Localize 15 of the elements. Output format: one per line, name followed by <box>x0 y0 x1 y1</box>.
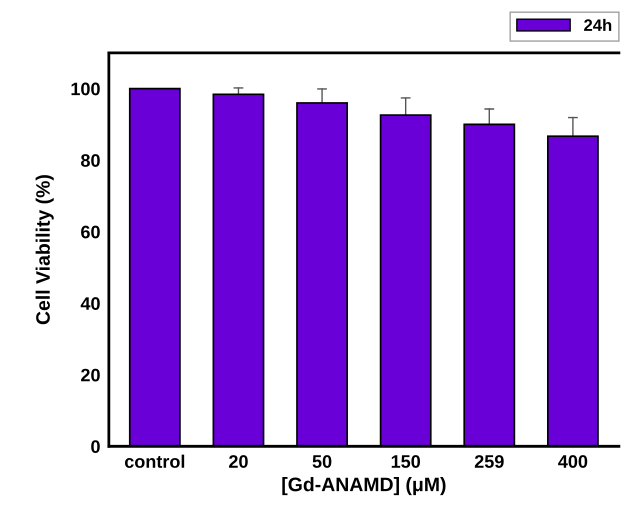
y-tick-label: 40 <box>80 297 100 310</box>
y-tick-label: 20 <box>81 368 100 382</box>
y-tick-label: 0 <box>91 440 100 454</box>
x-tick-label: 400 <box>558 455 588 468</box>
y-tick-label: 100 <box>72 82 100 96</box>
y-axis-title: Cell Viability (%) <box>36 175 54 324</box>
x-axis-title: [Gd-ANAMD] (μM) <box>282 477 446 496</box>
x-tick-label: 20 <box>229 455 248 468</box>
x-tick-label: 50 <box>312 455 332 468</box>
x-tick-label: 150 <box>392 455 420 468</box>
legend-label: 24h <box>584 18 612 31</box>
x-tick-label: control <box>124 454 184 468</box>
y-tick-label: 60 <box>81 226 100 238</box>
y-tick-label: 80 <box>81 154 100 167</box>
x-tick-label: 259 <box>474 455 504 468</box>
